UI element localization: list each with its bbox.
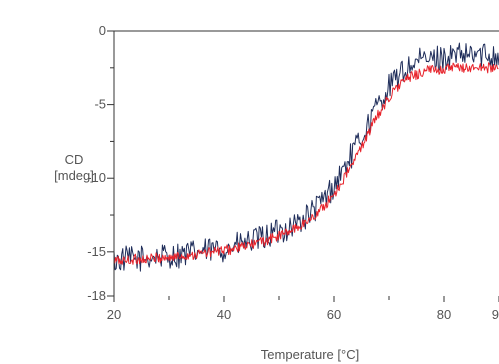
y-axis-label-line1: CD [65,152,84,167]
y-axis-label-line2: [mdeg] [54,168,94,183]
series-line-2 [113,62,499,265]
x-tick-label: 20 [107,307,121,322]
y-tick-label: 0 [99,23,106,38]
y-tick-label: -18 [87,288,106,303]
x-tick-label: 60 [327,307,341,322]
y-tick-label: -10 [87,170,106,185]
y-tick-label: -5 [94,97,106,112]
series-line-1 [113,42,499,272]
x-tick-label: 90 [492,307,499,322]
x-axis-label: Temperature [°C] [261,347,359,362]
series-layer [113,42,499,272]
x-tick-label: 40 [217,307,231,322]
y-tick-label: -15 [87,244,106,259]
x-tick-label: 80 [437,307,451,322]
